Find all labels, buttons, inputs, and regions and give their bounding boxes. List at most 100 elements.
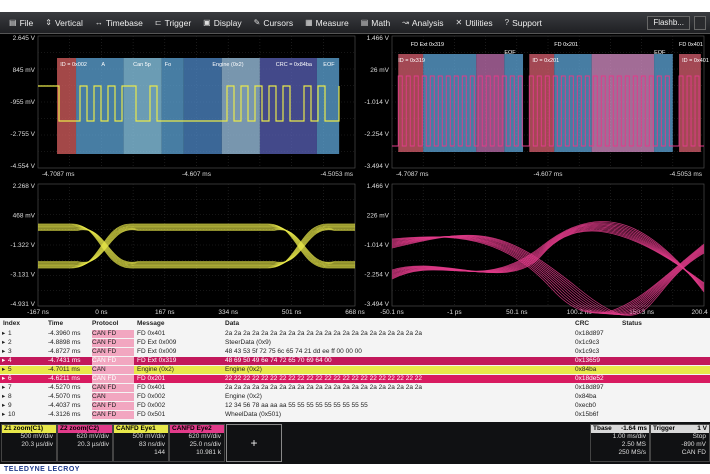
menu-file[interactable]: ▤ File bbox=[3, 12, 39, 34]
y-tick-label: -1.014 V bbox=[364, 242, 389, 249]
y-tick-label: -3.494 V bbox=[364, 163, 389, 170]
menu-scroll-button[interactable] bbox=[694, 16, 706, 30]
column-header[interactable]: Status bbox=[622, 320, 642, 327]
menu-cursors[interactable]: ✎ Cursors bbox=[248, 12, 299, 34]
decode-block bbox=[76, 58, 124, 154]
table-row[interactable]: 3 -4.8727 ms CAN FD FD Ext 0x009 48 43 53 5f… bbox=[0, 348, 710, 356]
cell-time: -4.7011 ms bbox=[48, 366, 80, 374]
y-tick-label: -2.254 V bbox=[364, 272, 389, 279]
y-tick-label: -3.131 V bbox=[10, 272, 35, 279]
column-header[interactable]: Protocol bbox=[92, 320, 118, 327]
cell-idx: 3 bbox=[8, 348, 12, 356]
trigger-descriptor[interactable]: Trigger 1 V Stop -890 mV CAN FD bbox=[650, 424, 710, 462]
descriptor-title: CANFD Eye1 bbox=[114, 425, 168, 433]
column-header[interactable]: Index bbox=[3, 320, 20, 327]
cell-time: -4.5070 ms bbox=[48, 393, 81, 401]
expand-icon[interactable]: ▸ bbox=[2, 330, 5, 338]
cell-proto: CAN FD bbox=[92, 375, 134, 383]
expand-icon[interactable]: ▸ bbox=[2, 384, 5, 392]
expand-icon[interactable]: ▸ bbox=[2, 411, 5, 419]
menu-support[interactable]: ? Support bbox=[499, 12, 548, 34]
expand-icon[interactable]: ▸ bbox=[2, 348, 5, 356]
decode-label: ID = 0x401 bbox=[682, 58, 709, 64]
y-tick-label: -4.554 V bbox=[10, 163, 35, 170]
x-tick-label: -167 ns bbox=[27, 309, 49, 316]
decode-block bbox=[423, 54, 476, 152]
flashback-button[interactable]: Flashb... bbox=[647, 16, 690, 30]
menu-analysis[interactable]: ↝ Analysis bbox=[396, 12, 449, 34]
table-row[interactable]: 8 -4.5070 ms CAN FD 0x002 Engine (0x2) 0x84ba… bbox=[0, 393, 710, 401]
cell-idx: 2 bbox=[8, 339, 12, 347]
menu-label: Support bbox=[512, 18, 542, 28]
menu-timebase[interactable]: ↔ Timebase bbox=[89, 12, 149, 34]
menu-trigger[interactable]: ⊏ Trigger bbox=[149, 12, 197, 34]
expand-icon[interactable]: ▸ bbox=[2, 339, 5, 347]
descriptor-3[interactable]: CANFD Eye1 500 mV/div 83 ns/div 144 bbox=[113, 424, 169, 462]
cell-crc: 0xecb0 bbox=[575, 402, 596, 410]
descriptor-title: CANFD Eye2 bbox=[170, 425, 224, 433]
menu-label: Measure bbox=[316, 18, 349, 28]
add-descriptor-button[interactable]: + bbox=[226, 424, 282, 462]
cell-time: -4.8898 ms bbox=[48, 339, 81, 347]
cell-data: 48 69 50 49 6e 74 72 65 70 69 64 00 bbox=[225, 357, 332, 365]
menu-math[interactable]: ▤ Math bbox=[355, 12, 396, 34]
table-row[interactable]: 2 -4.8898 ms CAN FD FD Ext 0x009 SteerData (… bbox=[0, 339, 710, 347]
decode-label: EOF bbox=[654, 50, 666, 56]
column-header[interactable]: Time bbox=[48, 320, 63, 327]
table-row[interactable]: 6 -4.6211 ms CAN FD FD 0x201 22 22 22 22 22 … bbox=[0, 375, 710, 383]
y-tick-label: -2.254 V bbox=[364, 131, 389, 138]
y-tick-label: -4.931 V bbox=[10, 301, 35, 308]
descriptor-1[interactable]: Z1 zoom(C1) 500 mV/div 20.3 µs/div bbox=[1, 424, 57, 462]
cell-crc: 0x1c9c3 bbox=[575, 348, 599, 356]
expand-icon[interactable]: ▸ bbox=[2, 393, 5, 401]
decode-label: CRC = 0x84ba bbox=[276, 62, 313, 68]
cell-idx: 10 bbox=[8, 411, 15, 419]
cell-data: Engine (0x2) bbox=[225, 393, 262, 401]
cell-msg: FD Ext 0x009 bbox=[137, 339, 176, 347]
descriptor-vdiv: 500 mV/div bbox=[114, 433, 168, 441]
table-row[interactable]: 5 -4.7011 ms CAN Engine (0x2) Engine (0x2) 0x… bbox=[0, 366, 710, 374]
column-header[interactable]: Data bbox=[225, 320, 239, 327]
cell-data: 48 43 53 5f 72 75 6c 65 74 21 dd ee ff 0… bbox=[225, 348, 362, 356]
descriptor-bar: Z1 zoom(C1) 500 mV/div 20.3 µs/div Z2 zo… bbox=[0, 422, 710, 464]
decode-label: ID = 0x319 bbox=[398, 58, 425, 64]
x-tick-label: -4.607 ms bbox=[534, 171, 564, 178]
table-row[interactable]: 10 -4.3126 ms CAN FD FD 0x501 WheelData (0x5… bbox=[0, 411, 710, 419]
cell-data: SteerData (0x9) bbox=[225, 339, 271, 347]
column-header[interactable]: Message bbox=[137, 320, 164, 327]
x-tick-label: 501 ns bbox=[282, 309, 302, 316]
cell-proto: CAN bbox=[92, 366, 134, 374]
cell-idx: 7 bbox=[8, 384, 12, 392]
column-header[interactable]: CRC bbox=[575, 320, 589, 327]
cell-proto: CAN FD bbox=[92, 330, 134, 338]
expand-icon[interactable]: ▸ bbox=[2, 402, 5, 410]
expand-icon[interactable]: ▸ bbox=[2, 366, 5, 374]
y-tick-label: 1.466 V bbox=[367, 183, 390, 190]
menu-label: Display bbox=[214, 18, 242, 28]
x-tick-label: -1 ps bbox=[447, 309, 462, 316]
cell-data: 2a 2a 2a 2a 2a 2a 2a 2a 2a 2a 2a 2a 2a 2… bbox=[225, 330, 422, 338]
decode-label: A bbox=[101, 62, 105, 68]
menu-vertical[interactable]: ⇕ Vertical bbox=[39, 12, 89, 34]
table-row[interactable]: 4 -4.7431 ms CAN FD FD Ext 0x319 48 69 50 49… bbox=[0, 357, 710, 365]
table-row[interactable]: 7 -4.5270 ms CAN FD FD 0x401 2a 2a 2a 2a 2a … bbox=[0, 384, 710, 392]
descriptor-4[interactable]: CANFD Eye2 620 mV/div 25.0 ns/div 10.981… bbox=[169, 424, 225, 462]
expand-icon[interactable]: ▸ bbox=[2, 357, 5, 365]
descriptor-tdiv: 25.0 ns/div bbox=[170, 441, 224, 449]
menu-utilities[interactable]: ✕ Utilities bbox=[450, 12, 499, 34]
x-tick-label: 167 ns bbox=[155, 309, 175, 316]
table-row[interactable]: 1 -4.3960 ms CAN FD FD 0x401 2a 2a 2a 2a 2a … bbox=[0, 330, 710, 338]
cell-crc: 0x84ba bbox=[575, 393, 596, 401]
timebase-descriptor[interactable]: Tbase -1.64 ms 1.00 ms/div 2.50 MS 250 MS/… bbox=[590, 424, 650, 462]
table-row[interactable]: 9 -4.4037 ms CAN FD FD 0x002 12 34 56 78 aa … bbox=[0, 402, 710, 410]
menu-display[interactable]: ▣ Display bbox=[197, 12, 247, 34]
decode-label: Fo bbox=[165, 62, 171, 68]
trigger-icon: ⊏ bbox=[155, 18, 162, 27]
descriptor-count: 10.981 k bbox=[170, 449, 224, 457]
cell-crc: 0x13659 bbox=[575, 357, 600, 365]
decode-label: FD 0x201 bbox=[554, 42, 578, 48]
descriptor-2[interactable]: Z2 zoom(C2) 620 mV/div 20.3 µs/div bbox=[57, 424, 113, 462]
menu-measure[interactable]: ▦ Measure bbox=[299, 12, 355, 34]
y-tick-label: 1.466 V bbox=[367, 35, 390, 42]
expand-icon[interactable]: ▸ bbox=[2, 375, 5, 383]
